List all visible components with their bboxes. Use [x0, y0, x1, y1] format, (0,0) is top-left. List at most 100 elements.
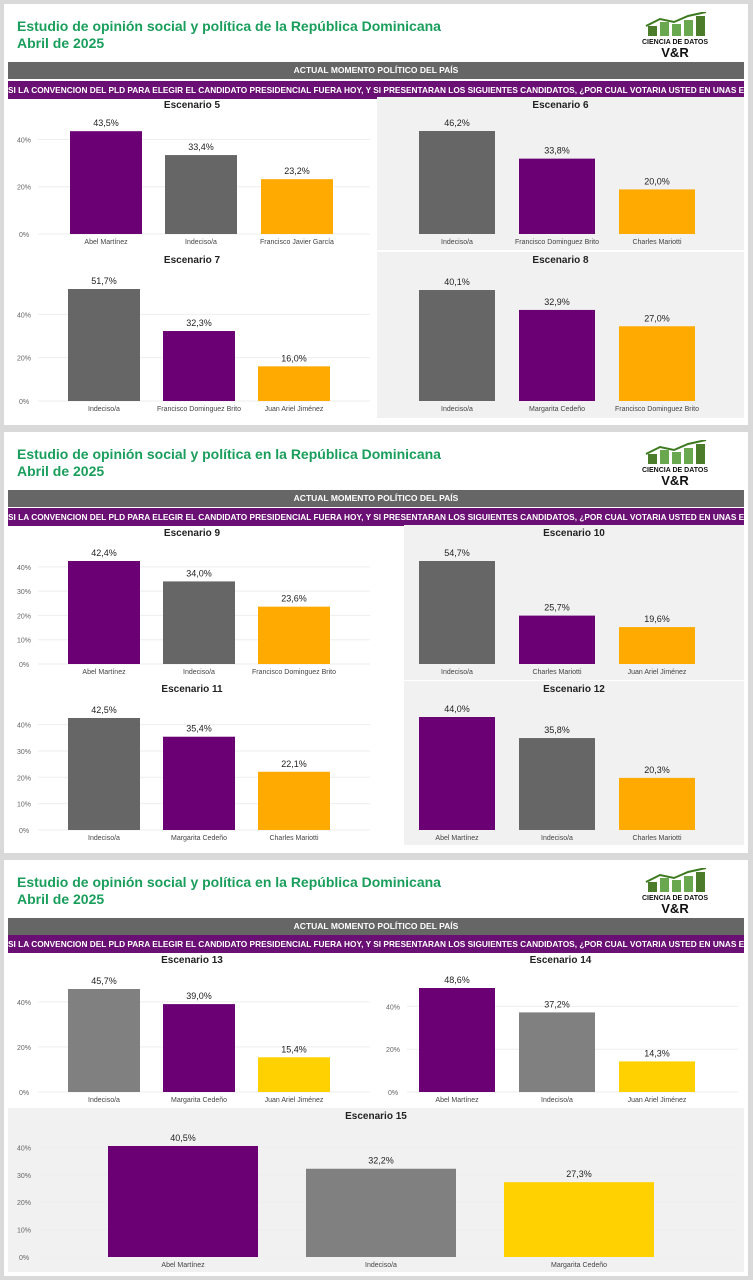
bar-chart-svg: 46,2% Indeciso/a 33,8% Francisco Dominguez …	[419, 118, 695, 246]
tick-label: 0%	[19, 399, 29, 406]
data-label: 44,0%	[444, 704, 470, 714]
bar	[163, 736, 235, 830]
data-label: 54,7%	[444, 548, 470, 558]
tick-label: 30%	[17, 589, 31, 596]
bar	[258, 606, 330, 664]
tick-label: 30%	[17, 749, 31, 756]
tick-label: 0%	[19, 662, 29, 669]
data-label: 22,1%	[281, 759, 307, 769]
logo-icon: CIENCIA DE DATOS V&R	[642, 12, 708, 60]
bar	[519, 1012, 595, 1092]
bar-chart-svg: 0% 20% 40% 51,7% Indeciso/a 32,3% Francisco Do…	[17, 276, 370, 413]
data-label: 51,7%	[91, 276, 117, 286]
data-label: 43,5%	[93, 118, 119, 128]
bar	[419, 131, 495, 234]
bar	[419, 988, 495, 1092]
chart-escenario-6: Escenario 6 46,2% Indeciso/a 33,8% Francisc…	[377, 97, 744, 250]
category-label: Margarita Cedeño	[171, 1097, 227, 1104]
chart-escenario-12: Escenario 12 44,0% Abel Martínez 35,8% Inde…	[404, 681, 744, 845]
data-label: 45,7%	[91, 976, 117, 986]
bar	[519, 158, 595, 234]
category-label: Indeciso/a	[88, 1097, 120, 1104]
data-label: 42,5%	[91, 705, 117, 715]
data-label: 32,3%	[186, 318, 212, 328]
chart-escenario-5: Escenario 5 0% 20% 40% 43,5% Abel Martínez 33…	[8, 97, 376, 250]
category-label: Abel Martínez	[435, 835, 479, 842]
category-label: Francisco Javier García	[260, 239, 334, 246]
bar	[306, 1168, 456, 1257]
chart-title: Escenario 6	[532, 100, 589, 111]
tick-label: 20%	[17, 356, 31, 363]
data-label: 39,0%	[186, 991, 212, 1001]
data-label: 46,2%	[444, 118, 470, 128]
panel-title: Estudio de opinión social y política en …	[17, 874, 441, 890]
tick-label: 0%	[19, 1255, 29, 1262]
bar-chart-svg: 0% 10% 20% 30% 40% 42,5% Indeciso/a 35,4% Margar…	[17, 705, 370, 842]
tick-label: 10%	[17, 638, 31, 645]
chart-title: Escenario 11	[161, 684, 223, 695]
category-label: Indeciso/a	[541, 835, 573, 842]
bar	[163, 331, 235, 401]
category-label: Juan Ariel Jiménez	[265, 1097, 324, 1104]
data-label: 34,0%	[186, 568, 212, 578]
bar-chart-svg: 0% 20% 40% 45,7% Indeciso/a 39,0% Margarita Ce…	[17, 976, 370, 1104]
data-label: 23,6%	[281, 594, 307, 604]
bar	[68, 561, 140, 664]
data-label: 37,2%	[544, 999, 570, 1009]
bar-chart-svg: 0% 10% 20% 30% 40% 40,5% Abel Martínez 32,2% Ind…	[17, 1133, 738, 1269]
bar	[619, 189, 695, 234]
data-label: 15,4%	[281, 1044, 307, 1054]
data-label: 27,3%	[566, 1169, 592, 1179]
bar	[163, 1004, 235, 1092]
bar-chart-svg: 44,0% Abel Martínez 35,8% Indeciso/a 20,3% Ch…	[419, 704, 695, 842]
chart-title: Escenario 14	[529, 955, 592, 966]
chart-escenario-15: Escenario 15 0% 10% 20% 30% 40% 40,5% Abel Mar…	[8, 1108, 744, 1272]
category-label: Juan Ariel Jiménez	[628, 669, 687, 676]
chart-escenario-14: Escenario 14 0% 20% 40% 48,6% Abel Martínez 3…	[377, 952, 744, 1108]
tick-label: 20%	[17, 1200, 31, 1207]
category-label: Margarita Cedeño	[529, 406, 585, 413]
chart-title: Escenario 9	[163, 528, 221, 539]
data-label: 35,8%	[544, 725, 570, 735]
data-label: 35,4%	[186, 724, 212, 734]
panel-title: Estudio de opinión social y política de …	[17, 18, 441, 34]
bar-chart-svg: 40,1% Indeciso/a 32,9% Margarita Cedeño 27,0…	[419, 277, 699, 413]
bar	[70, 131, 142, 234]
data-label: 16,0%	[281, 353, 307, 363]
bar	[419, 290, 495, 401]
data-label: 40,1%	[444, 277, 470, 287]
chart-title: Escenario 15	[345, 1111, 407, 1122]
data-label: 25,7%	[544, 603, 570, 613]
tick-label: 0%	[19, 1090, 29, 1097]
bar	[519, 615, 595, 664]
bar	[619, 627, 695, 664]
panel-subtitle: Abril de 2025	[17, 35, 105, 51]
bar	[165, 155, 237, 234]
category-label: Charles Mariotti	[632, 835, 681, 842]
data-label: 32,9%	[544, 297, 570, 307]
category-label: Juan Ariel Jiménez	[628, 1097, 687, 1104]
bar	[68, 289, 140, 401]
chart-title: Escenario 12	[543, 684, 605, 695]
bar	[258, 771, 330, 830]
logo-text-top: CIENCIA DE DATOS	[642, 895, 708, 902]
bar-chart-svg: 0% 20% 40% 43,5% Abel Martínez 33,4% Indeciso/…	[17, 118, 370, 246]
category-label: Indeciso/a	[365, 1262, 397, 1269]
bar-chart-svg: 0% 20% 40% 48,6% Abel Martínez 37,2% Indeciso/…	[386, 975, 738, 1104]
category-label: Indeciso/a	[88, 835, 120, 842]
category-label: Francisco Dominguez Brito	[157, 406, 241, 413]
category-label: Charles Mariotti	[632, 239, 681, 246]
bar	[519, 738, 595, 830]
tick-label: 0%	[19, 828, 29, 835]
tick-label: 20%	[386, 1047, 400, 1054]
logo-text-bottom: V&R	[661, 901, 689, 916]
tick-label: 20%	[17, 185, 31, 192]
data-label: 14,3%	[644, 1048, 670, 1058]
data-label: 20,3%	[644, 765, 670, 775]
data-label: 33,4%	[188, 142, 214, 152]
tick-label: 40%	[17, 137, 31, 144]
panel-subtitle: Abril de 2025	[17, 891, 105, 907]
data-label: 19,6%	[644, 614, 670, 624]
category-label: Indeciso/a	[88, 406, 120, 413]
question-banner: SI LA CONVENCION DEL PLD PARA ELEGIR EL …	[8, 935, 744, 953]
